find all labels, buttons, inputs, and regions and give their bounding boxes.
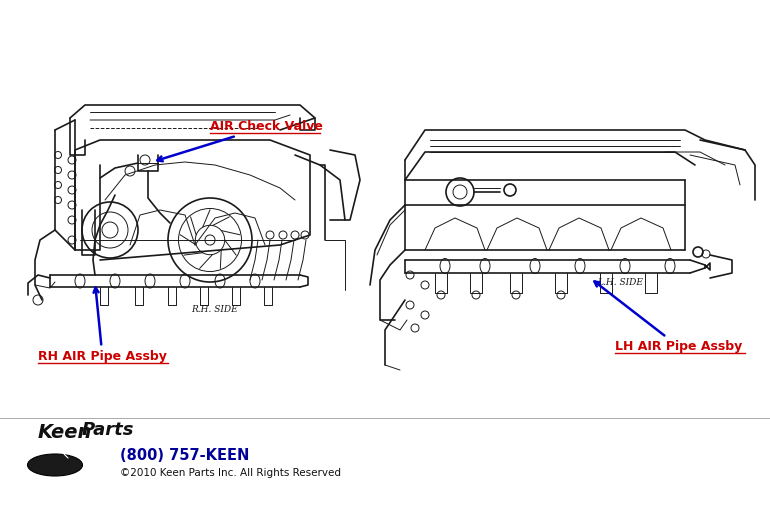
Text: RH AIR Pipe Assby: RH AIR Pipe Assby: [38, 287, 167, 363]
Ellipse shape: [28, 454, 82, 476]
Text: (800) 757-KEEN: (800) 757-KEEN: [120, 448, 249, 463]
Text: LH AIR Pipe Assby: LH AIR Pipe Assby: [594, 281, 742, 353]
Text: ©2010 Keen Parts Inc. All Rights Reserved: ©2010 Keen Parts Inc. All Rights Reserve…: [120, 468, 341, 478]
Text: L.H. SIDE: L.H. SIDE: [597, 278, 643, 287]
Text: Keen: Keen: [38, 423, 92, 442]
Text: AIR Check Valve: AIR Check Valve: [157, 120, 323, 161]
Text: R.H. SIDE: R.H. SIDE: [192, 305, 239, 314]
Text: Parts: Parts: [82, 421, 135, 439]
